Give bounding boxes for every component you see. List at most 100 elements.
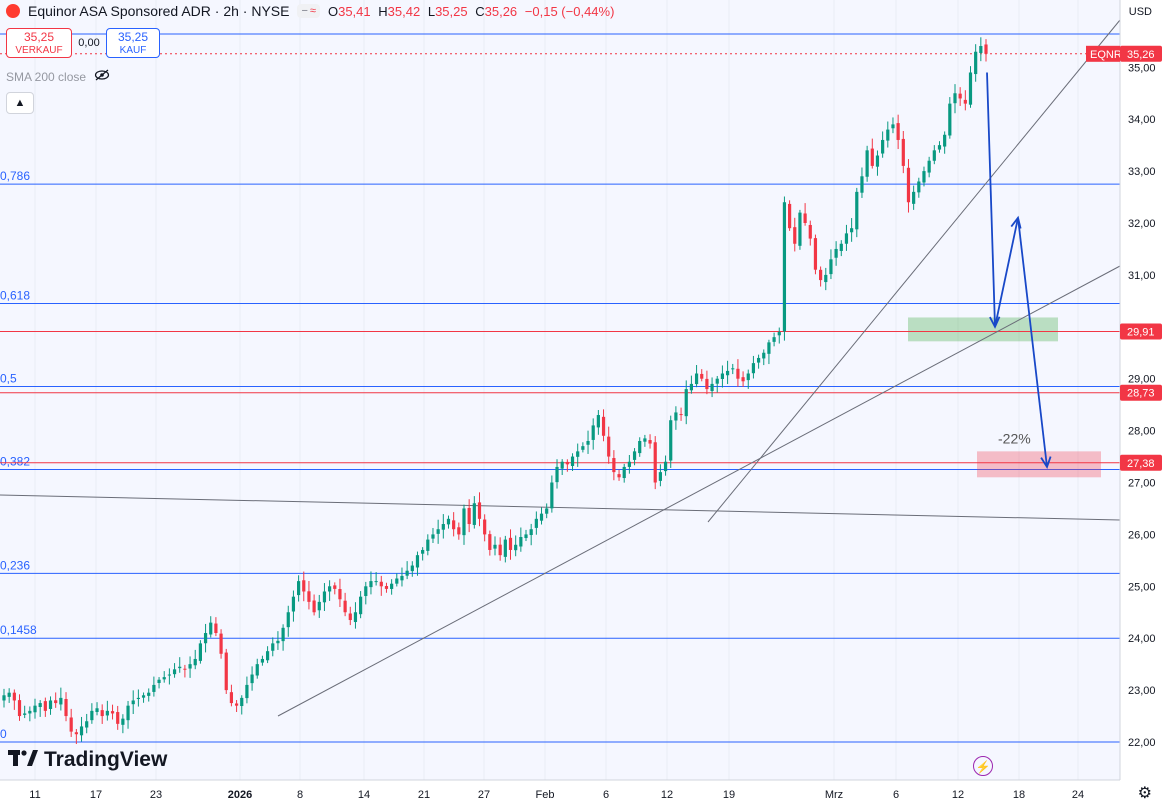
candlestick bbox=[291, 590, 296, 622]
candlestick bbox=[343, 592, 347, 617]
collapse-icon[interactable]: ▲ bbox=[6, 92, 34, 114]
eye-off-icon[interactable] bbox=[94, 69, 110, 84]
time-axis: 11 17 23 2026 8 14 21 27 Feb 6 12 19 Mrz 6 12 18 24 bbox=[0, 779, 1166, 809]
candle-body bbox=[462, 508, 466, 536]
candle-body bbox=[612, 458, 616, 473]
fibonacci-label: 0,382 bbox=[0, 455, 30, 469]
candle-body bbox=[100, 710, 104, 717]
candlestick bbox=[415, 551, 420, 576]
candlestick bbox=[276, 631, 280, 650]
candle-body bbox=[172, 669, 177, 675]
candlestick bbox=[550, 475, 554, 513]
candlestick bbox=[943, 131, 947, 154]
candle-body bbox=[229, 692, 234, 704]
candlestick bbox=[121, 714, 125, 734]
candlestick bbox=[813, 234, 818, 275]
currency-label[interactable]: USD bbox=[1128, 6, 1152, 18]
candlestick bbox=[653, 436, 657, 490]
time-tick-label: 12 bbox=[661, 789, 673, 801]
candlestick bbox=[581, 442, 585, 453]
open-value: 35,41 bbox=[338, 3, 371, 19]
candle-body bbox=[110, 711, 115, 714]
fibonacci-label: 0,236 bbox=[0, 558, 30, 572]
price-tick-label: 31,00 bbox=[1128, 270, 1156, 282]
candlestick bbox=[172, 663, 177, 678]
candle-body bbox=[436, 529, 440, 534]
tradingview-logo[interactable]: TradingView bbox=[8, 748, 167, 772]
time-tick-label: 14 bbox=[358, 789, 370, 801]
candle-body bbox=[307, 591, 311, 602]
time-tick-label: 23 bbox=[150, 789, 162, 801]
lightning-icon[interactable]: ⚡ bbox=[973, 756, 993, 776]
candlestick bbox=[679, 407, 683, 421]
price-tick-label: 25,00 bbox=[1128, 581, 1156, 593]
gear-icon[interactable]: ⚙ bbox=[1137, 785, 1152, 802]
candle-body bbox=[777, 331, 781, 336]
candle-body bbox=[441, 524, 445, 530]
candle-body bbox=[844, 233, 849, 244]
candle-body bbox=[710, 383, 714, 392]
candlestick bbox=[43, 697, 47, 717]
sell-price: 35,25 bbox=[23, 30, 55, 44]
low-label: L bbox=[427, 3, 436, 19]
candle-body bbox=[364, 586, 368, 597]
candle-body bbox=[886, 129, 890, 141]
candle-body bbox=[808, 224, 812, 239]
target-zone bbox=[977, 451, 1101, 478]
candlestick bbox=[860, 167, 864, 198]
candlestick bbox=[105, 700, 109, 721]
target-percent-label: -22% bbox=[998, 430, 1031, 446]
symbol-title[interactable]: Equinor ASA Sponsored ADR · 2h · NYSE bbox=[28, 3, 290, 19]
close-value: 35,26 bbox=[484, 3, 518, 19]
candle-body bbox=[126, 705, 130, 721]
candle-body bbox=[937, 145, 942, 150]
price-level-tag-label: 28,73 bbox=[1127, 388, 1155, 400]
candle-body bbox=[219, 633, 223, 654]
candle-body bbox=[860, 176, 864, 193]
candlestick bbox=[669, 415, 673, 468]
candlestick bbox=[17, 694, 22, 721]
candlestick bbox=[767, 339, 771, 365]
candlestick bbox=[586, 430, 590, 454]
candlestick bbox=[369, 571, 373, 595]
indicator-legend[interactable]: SMA 200 close bbox=[6, 69, 110, 84]
candlestick bbox=[710, 377, 714, 398]
buy-button[interactable]: 35,25 KAUF bbox=[106, 28, 160, 58]
candlestick bbox=[917, 177, 921, 198]
candlestick bbox=[539, 507, 544, 525]
candle-body bbox=[601, 416, 606, 436]
candle-body bbox=[405, 570, 409, 576]
candle-body bbox=[974, 51, 978, 75]
candle-body bbox=[927, 160, 931, 173]
candlestick bbox=[601, 409, 606, 442]
candle-body bbox=[581, 446, 585, 450]
candlestick bbox=[751, 355, 756, 379]
candle-body bbox=[43, 701, 47, 711]
price-tick-label: 23,00 bbox=[1128, 685, 1156, 697]
candlestick bbox=[188, 656, 192, 678]
candlestick bbox=[519, 527, 523, 552]
candlestick bbox=[379, 575, 383, 596]
candle-body bbox=[555, 466, 559, 483]
tradingview-logo-icon bbox=[8, 748, 38, 772]
candlestick bbox=[126, 700, 130, 729]
candle-body bbox=[503, 539, 507, 557]
candle-body bbox=[214, 623, 218, 634]
candlestick bbox=[524, 529, 528, 542]
candlestick bbox=[488, 530, 492, 556]
trade-panel: 35,25 VERKAUF 0,00 35,25 KAUF bbox=[6, 28, 160, 58]
candlestick bbox=[255, 658, 259, 679]
candlestick bbox=[198, 640, 202, 664]
candle-body bbox=[209, 622, 213, 635]
candle-body bbox=[813, 238, 818, 270]
candlestick bbox=[705, 370, 709, 395]
projection-arrows bbox=[986, 72, 1052, 469]
indicator-badge[interactable]: − ≈ bbox=[297, 4, 320, 18]
candlestick bbox=[808, 220, 812, 246]
candle-body bbox=[322, 591, 327, 603]
sell-button[interactable]: 35,25 VERKAUF bbox=[6, 28, 72, 58]
candlestick bbox=[193, 649, 197, 670]
candle-body bbox=[560, 461, 564, 469]
